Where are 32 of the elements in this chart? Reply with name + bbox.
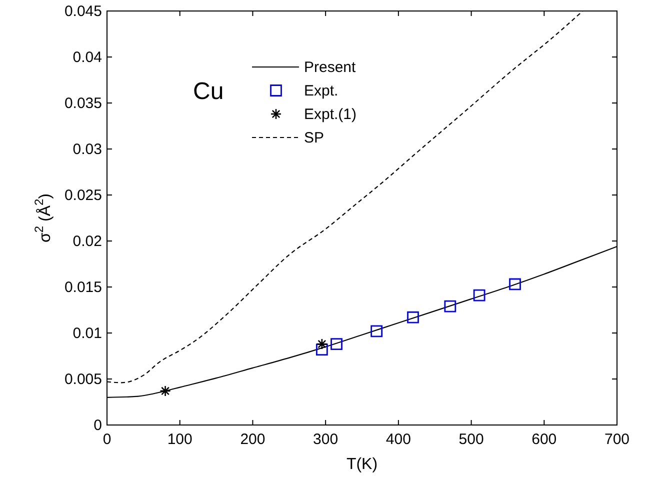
point — [330, 338, 342, 350]
x-tick-label: 100 — [167, 431, 192, 448]
legend-label: SP — [304, 130, 324, 146]
point — [370, 325, 383, 338]
y-tick-label: 0.04 — [72, 49, 102, 66]
y-tick-label: 0.025 — [64, 187, 102, 204]
y-tick-label: 0.03 — [72, 141, 102, 158]
x-tick-label: 500 — [458, 431, 484, 448]
point — [509, 278, 521, 290]
y-tick-label: 0.035 — [64, 95, 102, 112]
point — [407, 311, 419, 324]
y-tick-label: 0 — [94, 417, 102, 434]
legend-label: Expt. — [304, 82, 338, 100]
x-tick-label: 400 — [386, 431, 411, 448]
point — [444, 300, 456, 312]
y-tick-label: 0.045 — [64, 3, 102, 20]
legend-label: Expt.(1) — [304, 106, 357, 123]
x-tick-label: 600 — [532, 431, 557, 448]
x-tick-label: 200 — [240, 431, 266, 448]
point — [473, 289, 486, 302]
point — [316, 338, 328, 350]
y-tick-label: 0.01 — [72, 325, 102, 342]
point — [316, 344, 328, 356]
legend-label: Present — [304, 59, 357, 76]
y-tick-label: 0.005 — [64, 371, 102, 388]
x-tick-label: 300 — [313, 431, 338, 448]
annotation: Cu — [193, 78, 224, 105]
y-tick-label: 0.015 — [64, 279, 102, 296]
point — [160, 385, 171, 397]
x-axis-title: T(K) — [346, 456, 378, 473]
x-tick-label: 700 — [604, 431, 630, 448]
y-tick-label: 0.02 — [72, 233, 102, 250]
